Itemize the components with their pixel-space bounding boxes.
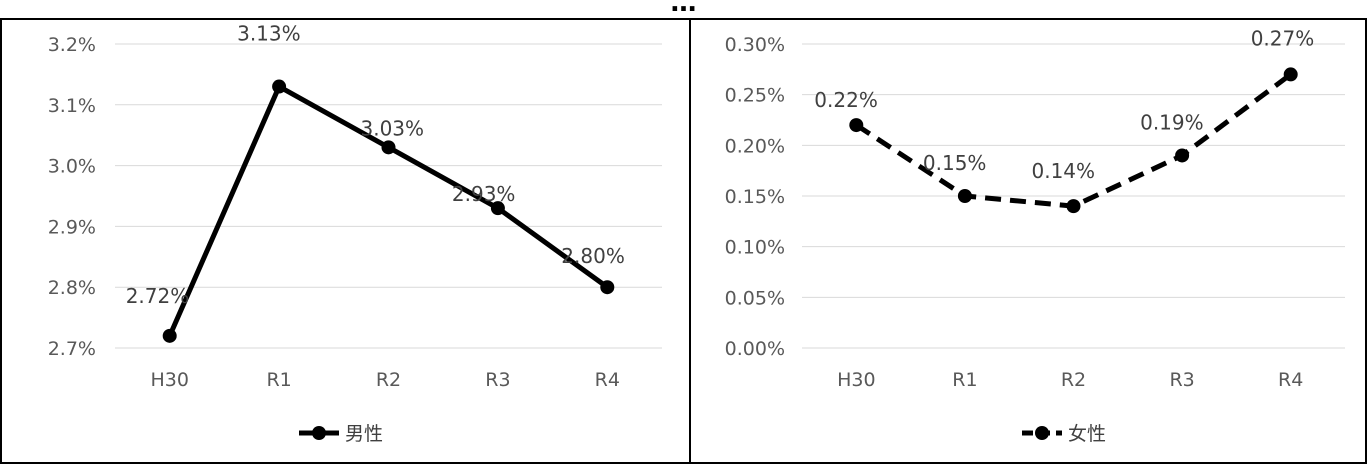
chart-title: … (670, 0, 697, 18)
data-point (381, 140, 396, 155)
male-line-chart: 3.2% 3.1% 3.0% 2.9% 2.8% 2.7% H30 R1 R2 R3 R4 2.72%… (48, 22, 662, 445)
y-tick-label: 2.7% (48, 338, 96, 360)
x-tick-label: R1 (266, 369, 291, 391)
x-tick-label: R4 (1278, 369, 1303, 391)
male-chart-panel: 3.2% 3.1% 3.0% 2.9% 2.8% 2.7% H30 R1 R2 R3 R4 2.72%… (0, 18, 691, 464)
data-point (957, 189, 972, 203)
legend-marker (312, 426, 326, 440)
y-tick-label: 0.20% (725, 135, 785, 157)
data-label: 0.22% (814, 88, 878, 112)
data-point (490, 201, 505, 216)
data-label: 0.14% (1032, 159, 1096, 183)
data-point (600, 280, 615, 295)
data-point (272, 79, 287, 94)
data-label: 0.15% (923, 151, 987, 175)
data-point (849, 118, 864, 133)
x-tick-label: R2 (376, 369, 401, 391)
x-tick-label: R3 (1169, 369, 1194, 391)
female-line-chart: 0.30% 0.25% 0.20% 0.15% 0.10% 0.05% 0.00% H30 R1… (725, 26, 1345, 445)
chart-title-strip: … (0, 0, 1367, 18)
data-point (1175, 148, 1190, 163)
data-label: 2.80% (561, 244, 625, 268)
y-tick-label: 0.30% (725, 34, 785, 56)
data-point (1283, 67, 1298, 82)
x-tick-label: R2 (1061, 369, 1086, 391)
y-tick-label: 0.15% (725, 186, 785, 208)
legend-marker (1035, 426, 1049, 440)
data-point (162, 328, 177, 343)
y-tick-label: 2.9% (48, 216, 96, 238)
legend-label: 男性 (345, 423, 383, 445)
legend-label: 女性 (1068, 423, 1106, 445)
y-tick-label: 3.2% (48, 34, 96, 56)
data-label: 0.19% (1140, 110, 1204, 134)
data-label: 2.72% (126, 284, 190, 308)
data-point (1066, 199, 1081, 214)
y-tick-label: 3.0% (48, 156, 96, 178)
x-tick-label: R3 (485, 369, 510, 391)
y-tick-label: 2.8% (48, 277, 96, 299)
data-label: 3.13% (237, 22, 301, 46)
series-line (854, 72, 1293, 209)
female-chart-panel: 0.30% 0.25% 0.20% 0.15% 0.10% 0.05% 0.00% H30 R1… (689, 18, 1367, 464)
data-label: 0.27% (1251, 26, 1315, 50)
x-tick-label: H30 (150, 369, 188, 391)
y-tick-label: 3.1% (48, 95, 96, 117)
data-label: 2.93% (452, 182, 516, 206)
x-tick-label: R1 (952, 369, 977, 391)
x-tick-label: H30 (837, 369, 875, 391)
y-tick-label: 0.10% (725, 237, 785, 259)
y-tick-label: 0.00% (725, 338, 785, 360)
x-tick-label: R4 (595, 369, 620, 391)
data-label: 3.03% (361, 116, 425, 140)
y-tick-label: 0.25% (725, 85, 785, 107)
y-tick-label: 0.05% (725, 287, 785, 309)
